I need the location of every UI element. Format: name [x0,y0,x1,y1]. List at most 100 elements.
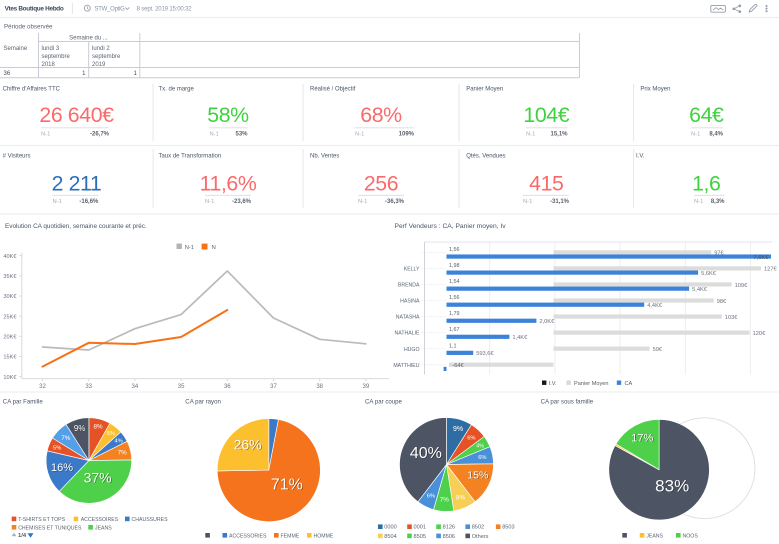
svg-text:Semaine: Semaine [4,46,28,52]
svg-text:-16,6%: -16,6% [79,199,99,205]
svg-text:17%: 17% [631,433,653,445]
svg-text:N-1: N-1 [358,199,367,205]
svg-text:Vtes Boutique Hebdo: Vtes Boutique Hebdo [5,5,64,12]
svg-text:1,1: 1,1 [449,343,457,349]
svg-text:JEANS: JEANS [95,525,112,531]
svg-text:1,56: 1,56 [449,295,460,301]
svg-text:127€: 127€ [764,267,777,273]
svg-text:2019: 2019 [92,62,106,68]
svg-text:53%: 53% [235,131,248,137]
svg-text:1: 1 [133,71,137,77]
svg-text:5,6K€: 5,6K€ [701,271,717,277]
svg-text:104€: 104€ [523,103,569,127]
svg-text:0000: 0000 [384,525,396,531]
svg-text:Semaine du ...: Semaine du ... [69,36,108,42]
svg-text:HOMME: HOMME [314,533,334,539]
svg-text:Panier Moyen: Panier Moyen [466,87,503,93]
svg-text:1,79: 1,79 [449,311,460,317]
svg-text:N-1: N-1 [523,199,532,205]
svg-text:N-1: N-1 [691,131,700,137]
svg-text:68%: 68% [360,103,402,127]
svg-text:109€: 109€ [735,283,748,289]
svg-text:8504: 8504 [384,534,396,540]
svg-text:15K€: 15K€ [3,355,17,361]
svg-text:8,3%: 8,3% [711,199,725,205]
svg-text:8 sept. 2019 15:00:32: 8 sept. 2019 15:00:32 [137,7,193,13]
svg-text:1: 1 [82,71,86,77]
svg-text:ACCESSOIRES: ACCESSOIRES [81,517,119,523]
svg-text:Réalisé / Objectif: Réalisé / Objectif [310,87,356,93]
svg-text:1,56: 1,56 [449,247,460,253]
svg-text:15%: 15% [468,470,489,482]
svg-text:-23,6%: -23,6% [232,199,252,205]
svg-text:1,54: 1,54 [449,279,460,285]
svg-text:lundi 3: lundi 3 [42,46,60,52]
svg-text:4%: 4% [476,444,484,450]
svg-text:T-SHIRTS ET TOPS: T-SHIRTS ET TOPS [18,517,65,523]
svg-text:Prix Moyen: Prix Moyen [640,87,670,93]
svg-text:2,0K€: 2,0K€ [539,319,555,325]
svg-text:Evolution CA quotidien, semain: Evolution CA quotidien, semaine courante… [5,223,147,230]
svg-text:6%: 6% [478,455,486,461]
svg-text:26 640€: 26 640€ [39,103,114,127]
svg-text:40%: 40% [411,445,443,462]
svg-text:30K€: 30K€ [3,294,17,300]
svg-text:# Visiteurs: # Visiteurs [3,153,31,159]
svg-text:8%: 8% [456,495,466,502]
svg-text:CA par coupe: CA par coupe [365,399,403,406]
svg-text:5%: 5% [107,431,115,437]
svg-text:39: 39 [363,384,370,390]
svg-text:37: 37 [270,384,277,390]
svg-text:Nb. Ventes: Nb. Ventes [310,153,339,159]
svg-text:8,4%: 8,4% [709,131,723,137]
svg-text:16%: 16% [51,462,73,474]
svg-text:0001: 0001 [414,525,426,531]
svg-text:40%: 40% [410,445,442,462]
svg-text:FEMME: FEMME [281,533,300,539]
svg-text:8503: 8503 [502,525,514,531]
svg-text:-26,7%: -26,7% [90,131,110,137]
svg-text:NOOS: NOOS [683,533,699,539]
svg-text:-64€: -64€ [452,363,464,369]
svg-text:KELLY: KELLY [404,267,420,273]
svg-text:64€: 64€ [689,103,724,127]
svg-text:7,6K€: 7,6K€ [754,255,770,261]
svg-text:4%: 4% [114,438,122,444]
svg-text:71%: 71% [271,476,303,493]
svg-text:32: 32 [39,384,46,390]
svg-text:58%: 58% [207,103,249,127]
svg-text:N-1: N-1 [694,199,703,205]
svg-text:lundi 2: lundi 2 [92,46,110,52]
svg-text:4,4K€: 4,4K€ [647,303,663,309]
svg-text:38: 38 [316,384,323,390]
svg-text:17%: 17% [632,433,654,445]
svg-text:120€: 120€ [753,331,766,337]
svg-text:10K€: 10K€ [3,375,17,381]
svg-text:Qtés. Vendues: Qtés. Vendues [466,153,505,159]
svg-text:36: 36 [224,384,231,390]
svg-text:16%: 16% [52,462,74,474]
svg-text:83%: 83% [656,477,690,496]
svg-text:N-1: N-1 [53,199,62,205]
svg-text:Taux de Transformation: Taux de Transformation [159,153,222,159]
svg-text:98€: 98€ [717,299,727,305]
svg-text:N: N [212,245,216,251]
svg-text:109%: 109% [399,131,415,137]
svg-text:83%: 83% [655,477,689,496]
svg-text:71%: 71% [272,477,304,494]
svg-text:1,4K€: 1,4K€ [512,335,528,341]
svg-text:CHEMISES ET TUNIQUES: CHEMISES ET TUNIQUES [18,525,82,531]
svg-text:-36,3%: -36,3% [385,199,405,205]
svg-text:1,67: 1,67 [449,327,460,333]
svg-text:36: 36 [4,71,11,77]
svg-text:1,6: 1,6 [692,171,720,195]
svg-text:2018: 2018 [42,62,56,68]
svg-text:STW_OptiG: STW_OptiG [95,7,126,13]
svg-text:JEANS: JEANS [646,533,663,539]
svg-text:septembre: septembre [92,54,121,60]
svg-text:N-1: N-1 [210,131,219,137]
svg-text:34: 34 [132,384,139,390]
svg-text:15,1%: 15,1% [550,131,568,137]
svg-text:BRENDA: BRENDA [398,283,420,289]
svg-text:7%: 7% [61,435,71,442]
